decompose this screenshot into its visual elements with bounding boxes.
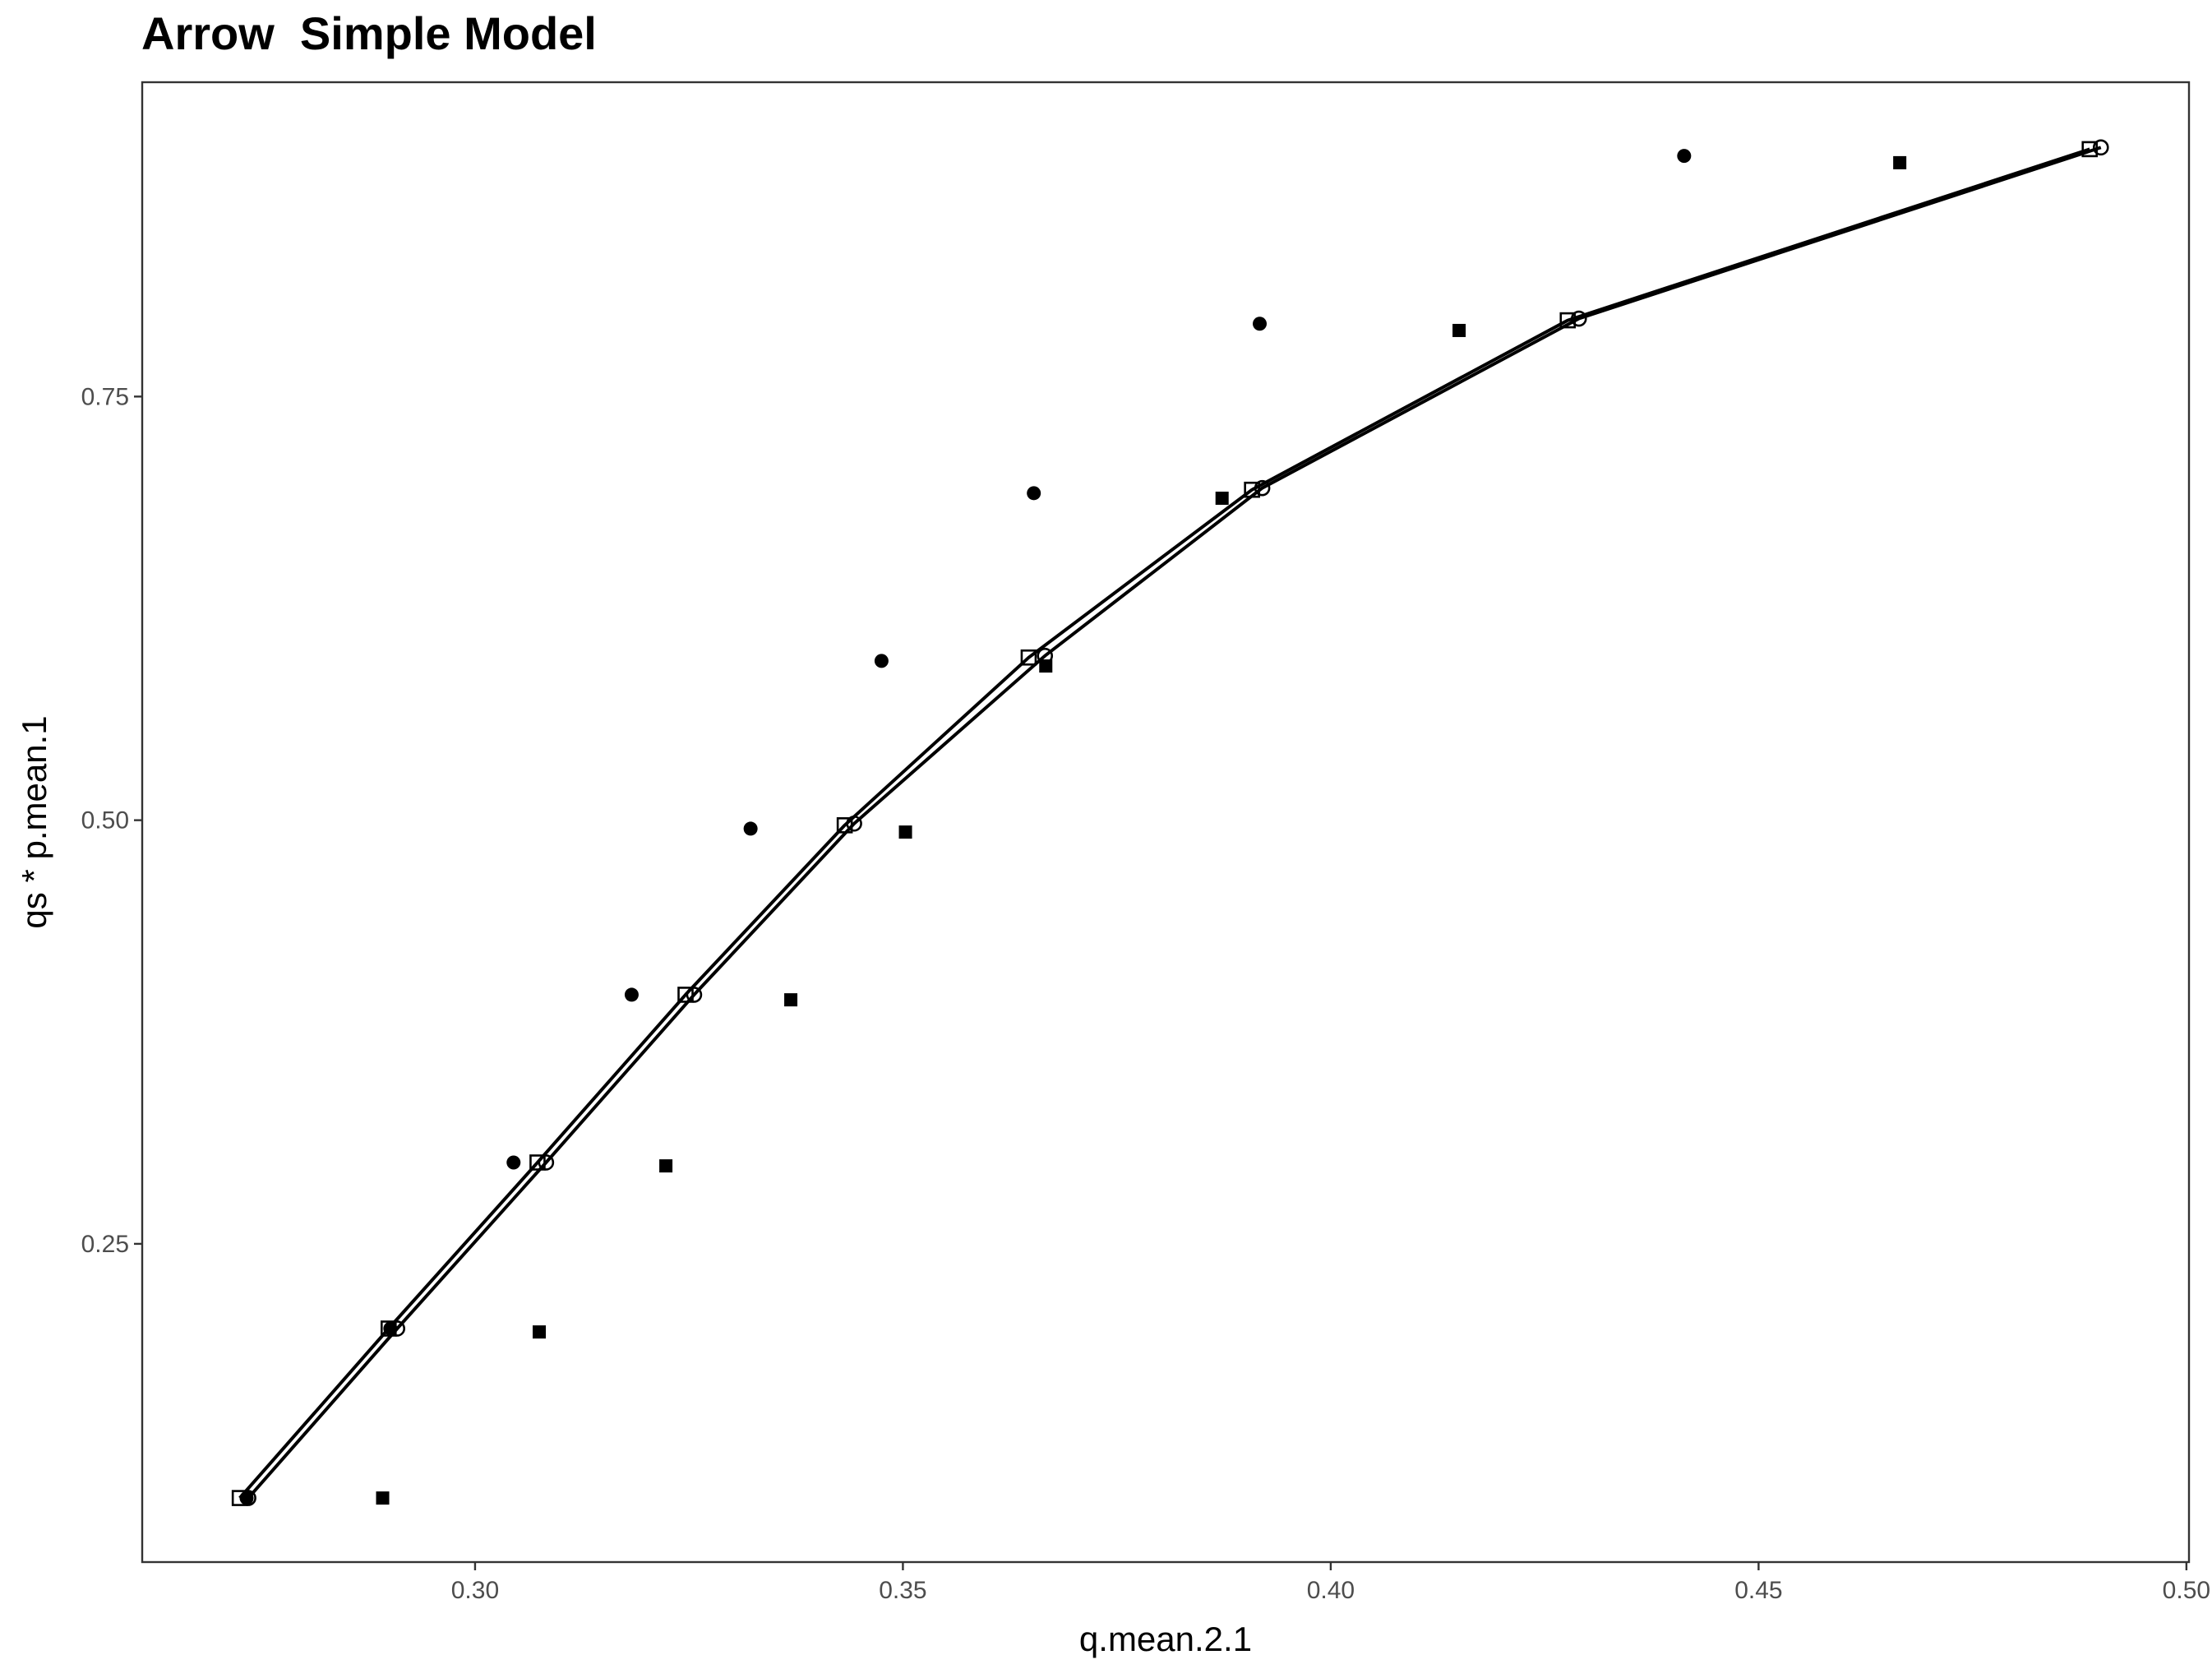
data-point-filled-square bbox=[659, 1159, 672, 1172]
data-point-filled-circle bbox=[1027, 486, 1041, 500]
x-tick-label: 0.40 bbox=[1307, 1577, 1355, 1604]
data-point-filled-circle bbox=[744, 821, 758, 835]
y-axis-title: qs * p.mean.1 bbox=[15, 715, 53, 928]
data-point-filled-square bbox=[1452, 324, 1466, 337]
x-tick-label: 0.30 bbox=[451, 1577, 499, 1604]
x-tick-label: 0.50 bbox=[2163, 1577, 2210, 1604]
y-tick-label: 0.50 bbox=[81, 807, 129, 834]
x-tick-label: 0.35 bbox=[879, 1577, 926, 1604]
data-point-filled-square bbox=[899, 825, 912, 839]
data-point-filled-square bbox=[1893, 156, 1906, 169]
data-point-filled-square bbox=[533, 1325, 546, 1338]
x-tick-label: 0.45 bbox=[1734, 1577, 1782, 1604]
data-point-filled-circle bbox=[875, 654, 889, 668]
data-point-filled-square bbox=[376, 1491, 390, 1505]
data-point-filled-square bbox=[1216, 492, 1229, 505]
data-point-filled-circle bbox=[506, 1155, 520, 1169]
data-point-filled-circle bbox=[625, 987, 639, 1001]
plot-panel bbox=[142, 82, 2189, 1562]
data-point-filled-circle bbox=[1677, 149, 1691, 163]
x-axis-title: q.mean.2.1 bbox=[1079, 1620, 1252, 1658]
data-point-filled-circle bbox=[1253, 317, 1267, 331]
data-point-filled-square bbox=[784, 993, 797, 1006]
y-tick-label: 0.75 bbox=[81, 383, 129, 410]
y-tick-label: 0.25 bbox=[81, 1231, 129, 1258]
